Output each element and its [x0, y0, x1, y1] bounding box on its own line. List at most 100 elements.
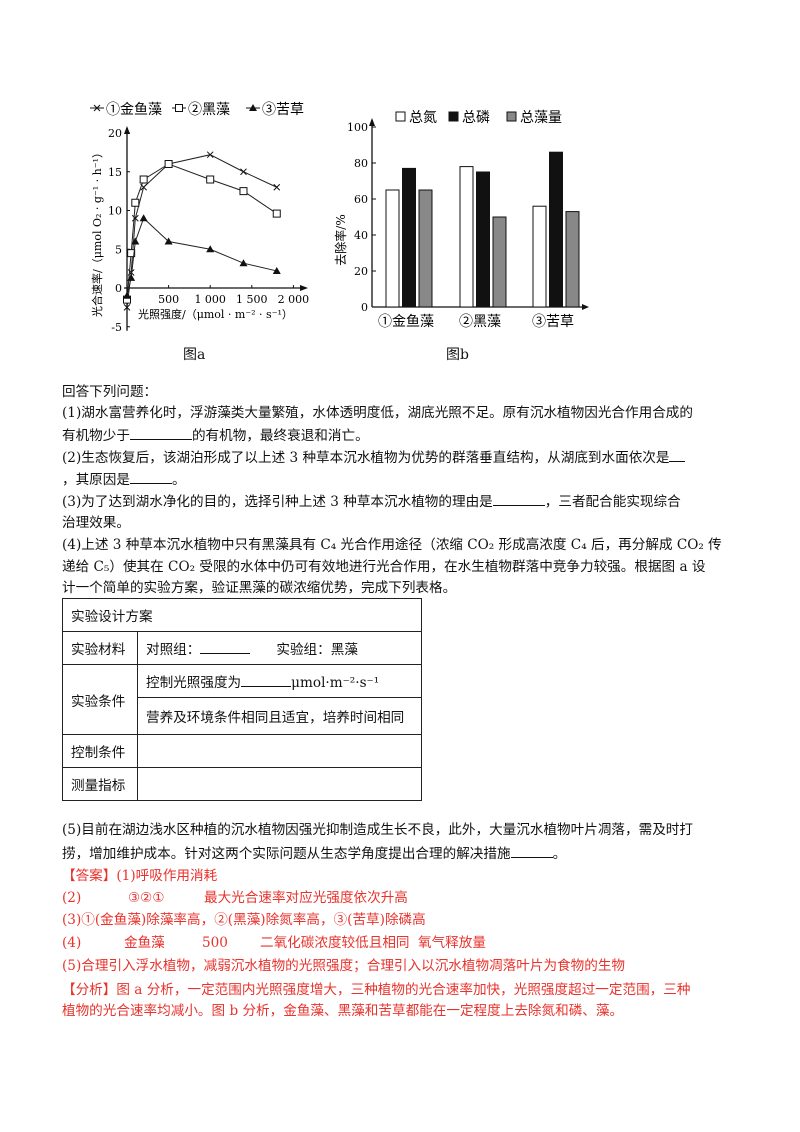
y-tick-label: 80 — [354, 157, 368, 170]
text: 二氧化碳浓度较低且相同 — [260, 935, 410, 951]
text: 控制光照强度为 — [146, 675, 242, 691]
figure-b-caption: 图b — [446, 347, 469, 363]
legend-swatch — [395, 111, 406, 122]
data-point — [123, 304, 131, 311]
figure-a-caption: 图a — [183, 347, 206, 363]
text: ，三者配合能实现综合 — [544, 494, 681, 510]
row-label: 控制条件 — [62, 734, 138, 768]
y-tick-label: 10 — [108, 205, 122, 218]
legend-label: ③苦草 — [262, 102, 304, 118]
data-point — [139, 214, 148, 222]
text: 最大光合速率对应光强度依次升高 — [204, 890, 408, 906]
q4-line2: 递给 C₅）使其在 CO₂ 受限的水体中仍可有效地进行光合作用，在水生植物群落中… — [62, 559, 706, 575]
data-point — [164, 237, 173, 245]
table-header: 实验设计方案 — [62, 598, 422, 632]
y-axis-arrow — [369, 118, 375, 126]
row-label: 测量指标 — [62, 767, 138, 801]
data-point — [139, 175, 148, 184]
conditions-cell: 营养及环境条件相同且适宜，培养时间相同 — [137, 697, 422, 735]
y-tick-label: 40 — [354, 229, 368, 242]
legend-marker — [249, 104, 257, 111]
bar — [549, 151, 563, 308]
answer-blank — [129, 425, 192, 440]
empty-cell — [137, 767, 422, 801]
data-point — [206, 175, 215, 184]
x-tick-label: 500 — [158, 293, 179, 306]
y-tick-label: 20 — [108, 127, 122, 140]
series-line-3 — [126, 217, 277, 296]
y-tick-label: 60 — [354, 193, 368, 206]
legend-marker — [175, 104, 183, 112]
y-tick-label: 5 — [115, 243, 122, 256]
bar — [418, 189, 433, 308]
answer-1: 【答案】(1)呼吸作用消耗 — [62, 868, 218, 884]
data-point — [239, 187, 248, 196]
bar — [532, 205, 547, 308]
analysis-line2: 植物的光合速率均减小。图 b 分析，金鱼藻、黑藻和苦草都能在一定程度上去除氮和磷… — [62, 1003, 624, 1019]
row-label: 实验材料 — [62, 631, 138, 665]
q3-line2: 治理效果。 — [62, 515, 130, 531]
series-line-1 — [126, 154, 277, 308]
bar — [459, 166, 474, 308]
answer-2: (2) ③②① 最大光合速率对应光强度依次升高 — [62, 888, 408, 908]
y-tick-label: 15 — [108, 166, 122, 179]
analysis-line1: 【分析】图 a 分析，一定范围内光照强度增大，三种植物的光合速率加快，光照强度超… — [62, 982, 691, 998]
data-point — [206, 245, 215, 253]
category-label: ③苦草 — [532, 314, 574, 330]
text: 有机物少于 — [62, 428, 130, 444]
y-axis-arrow — [124, 126, 130, 134]
data-point — [131, 198, 140, 207]
text: (2)生态恢复后，该湖泊形成了以上述 3 种草本沉水植物为优势的群落垂直结构，从… — [62, 450, 670, 466]
data-point — [240, 168, 247, 176]
data-point — [131, 237, 140, 245]
empty-cell — [137, 734, 422, 768]
y-tick-label: 0 — [115, 282, 122, 295]
text: μmol·m⁻²·s⁻¹ — [291, 675, 380, 691]
q4-line3: 计一个简单的实验方案，验证黑藻的碳浓缩优势，完成下列表格。 — [62, 580, 457, 596]
x-axis-label: 光照强度/（μmol · m⁻² · s⁻¹） — [138, 307, 293, 321]
chart-b: 0 20 40 60 80 100 去除率/% ①金鱼藻 ②黑藻 ③苦草 总氮 总磷 总藻量 — [333, 110, 589, 330]
q2-line2: ，其原因是 。 — [62, 469, 186, 490]
data-point — [273, 183, 281, 191]
y-tick-label: 0 — [361, 301, 368, 314]
data-point — [272, 266, 281, 274]
answer-blank — [492, 491, 545, 506]
y-tick-label: 100 — [347, 121, 368, 134]
text: 捞，增加维护成本。针对这两个实际问题从生态学角度提出合理的解决措施 — [62, 846, 511, 862]
text: 氧气释放量 — [418, 935, 486, 951]
text: (2) — [62, 890, 82, 906]
data-point — [272, 209, 281, 218]
y-tick-label: -5 — [111, 321, 122, 334]
legend-label: 总氮 — [409, 110, 437, 126]
text: ③②① — [128, 890, 165, 906]
answer-3: (3)①(金鱼藻)除藻率高，②(黑藻)除氮率高，③(苦草)除磷高 — [62, 912, 426, 928]
answer-blank — [129, 469, 172, 484]
x-tick-label: 1 500 — [236, 293, 268, 306]
answer-blank — [669, 447, 686, 462]
answer-4: (4) 金鱼藻 500 二氧化碳浓度较低且相同 氧气释放量 — [62, 933, 486, 953]
data-point — [131, 214, 139, 222]
text: (3)为了达到湖水净化的目的，选择引种上述 3 种草本沉水植物的理由是 — [62, 494, 493, 510]
x-tick-label: 2 000 — [278, 293, 310, 306]
x-tick-label: 1 000 — [194, 293, 226, 306]
experiment-table: 实验设计方案 实验材料 对照组： 实验组：黑藻 实验条件 控制光照强度为 μmol·… — [62, 598, 422, 801]
legend-label: 总藻量 — [520, 110, 562, 126]
text: 的有机物，最终衰退和消亡。 — [191, 428, 369, 444]
text: (4) — [62, 935, 82, 951]
data-point — [239, 259, 248, 267]
answer-5: (5)合理引入浮水植物，减弱沉水植物的光照强度；合理引入以沉水植物凋落叶片为食物… — [62, 958, 626, 974]
y-tick-label: 20 — [354, 265, 368, 278]
data-point — [127, 249, 136, 258]
text: 。 — [552, 846, 567, 862]
text: 对照组： — [146, 642, 201, 658]
answer-blank — [241, 672, 292, 687]
legend-swatch — [448, 111, 459, 122]
bar — [385, 189, 400, 308]
bar — [402, 167, 416, 308]
text: 500 — [202, 935, 228, 951]
q4-line1: (4)上述 3 种草本沉水植物中只有黑藻具有 C₄ 光合作用途径（浓缩 CO₂ … — [62, 537, 722, 553]
answer-blank — [510, 843, 553, 858]
legend-label: ②黑藻 — [188, 102, 230, 118]
